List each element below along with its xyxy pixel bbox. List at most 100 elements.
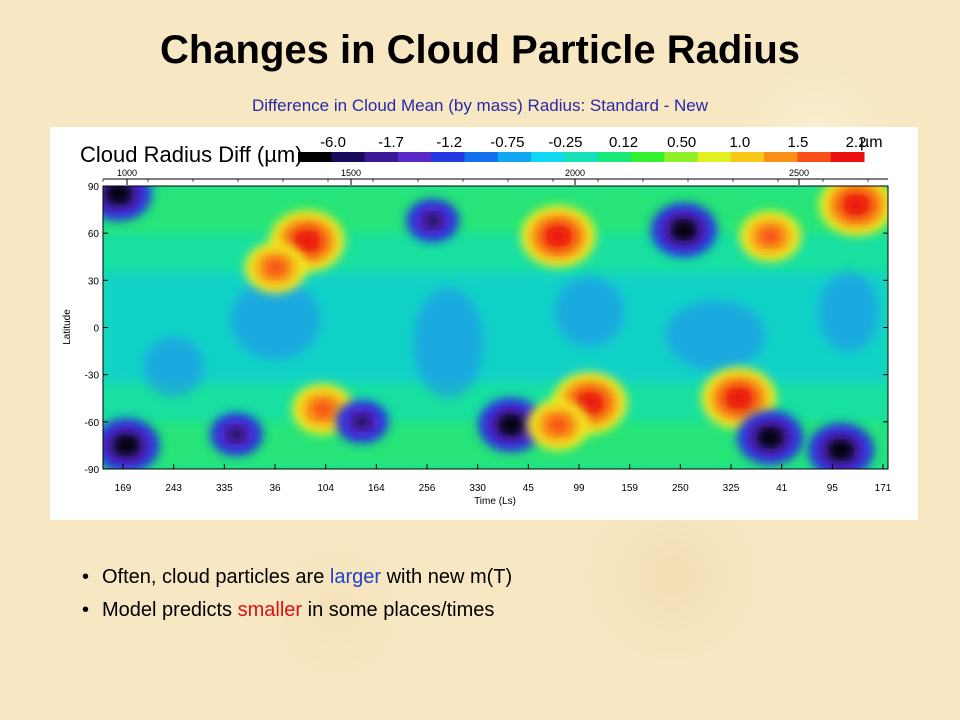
bullet-item-1: • Often, cloud particles are larger with … bbox=[82, 566, 513, 588]
slide-subtitle: Difference in Cloud Mean (by mass) Radiu… bbox=[251, 96, 709, 115]
y-tick-label: -90 bbox=[85, 465, 100, 476]
colorbar-swatch bbox=[298, 152, 332, 162]
x-tick-label: 330 bbox=[469, 483, 486, 494]
x-tick-label: 256 bbox=[419, 483, 436, 494]
x-axis: 169 243 335 36 104 164 256 330 45 99 159 250 325 41 95… bbox=[115, 464, 892, 494]
colorbar-label: 0.50 bbox=[667, 134, 696, 151]
positive-anomaly bbox=[549, 229, 568, 244]
colorbar-swatch bbox=[630, 152, 665, 162]
negative-anomaly bbox=[831, 442, 851, 459]
x-tick-label: 243 bbox=[165, 483, 182, 494]
colorbar-swatch bbox=[397, 152, 432, 162]
top-axis-label: 2500 bbox=[789, 168, 809, 178]
negative-anomaly bbox=[353, 414, 371, 430]
x-tick-label: 99 bbox=[573, 483, 585, 494]
colorbar-swatch bbox=[797, 152, 832, 162]
y-tick-label: -60 bbox=[85, 418, 100, 429]
negative-anomaly bbox=[423, 213, 442, 228]
field-cool-patch bbox=[230, 279, 321, 360]
negative-anomaly bbox=[227, 427, 246, 442]
bullet-dot: • bbox=[82, 566, 90, 588]
positive-anomaly bbox=[547, 415, 570, 434]
negative-anomaly bbox=[760, 429, 781, 446]
x-tick-label: 250 bbox=[672, 483, 689, 494]
negative-anomaly bbox=[116, 437, 137, 454]
colorbar-swatch bbox=[697, 152, 732, 162]
x-tick-label: 171 bbox=[875, 483, 892, 494]
colorbar-unit: µm bbox=[860, 134, 883, 151]
colorbar-labels: -6.0 -1.7 -1.2 -0.75 -0.25 0.12 0.50 1.0 1.5 2.2 bbox=[320, 134, 866, 151]
colorbar-label: 1.5 bbox=[787, 134, 808, 151]
positive-anomaly bbox=[847, 197, 866, 213]
negative-anomaly bbox=[108, 186, 129, 202]
bullet-item-2: • Model predicts smaller in some places/t… bbox=[82, 599, 495, 621]
positive-anomaly bbox=[580, 395, 599, 411]
field-cool-patch bbox=[665, 300, 766, 371]
colorbar-swatch bbox=[730, 152, 765, 162]
colorbar-swatch bbox=[331, 152, 366, 162]
field-cool-patch bbox=[818, 271, 879, 352]
y-tick-label: 0 bbox=[93, 324, 99, 335]
heatmap-figure: Cloud Radius Diff (µm) µm -6.0 -1.7 -1.2 -0… bbox=[50, 127, 918, 520]
heatmap-chart: -6.0 -1.7 -1.2 -0.75 -0.25 0.12 0.50 1.0 1.5 2.2 … bbox=[62, 134, 892, 507]
top-axis-label: 1500 bbox=[341, 168, 361, 178]
x-tick-label: 335 bbox=[216, 483, 233, 494]
colorbar-swatch bbox=[830, 152, 865, 162]
y-tick-label: 90 bbox=[88, 182, 100, 193]
x-tick-label: 45 bbox=[523, 483, 535, 494]
top-axis: 1000 1500 2000 2500 bbox=[102, 168, 888, 185]
colorbar-swatch bbox=[664, 152, 699, 162]
colorbar-swatch bbox=[431, 152, 465, 162]
x-tick-label: 159 bbox=[621, 483, 638, 494]
x-tick-label: 41 bbox=[776, 483, 788, 494]
bullet-list: • Often, cloud particles are larger with … bbox=[82, 566, 512, 632]
x-tick-label: 164 bbox=[368, 483, 385, 494]
field-cool-patch bbox=[413, 288, 484, 399]
negative-anomaly bbox=[501, 416, 522, 434]
colorbar-label: -0.25 bbox=[548, 134, 582, 151]
field-cool-patch bbox=[143, 336, 204, 397]
x-tick-label: 169 bbox=[115, 483, 132, 494]
colorbar-label: -6.0 bbox=[320, 134, 346, 151]
colorbar-swatch bbox=[564, 152, 599, 162]
colorbar-label: -1.7 bbox=[378, 134, 404, 151]
colorbar-swatch bbox=[531, 152, 565, 162]
colorbar-swatch bbox=[497, 152, 532, 162]
heatmap-field bbox=[103, 186, 888, 469]
x-axis-label: Time (Ls) bbox=[474, 496, 516, 507]
y-tick-label: 30 bbox=[88, 276, 100, 287]
positive-anomaly bbox=[311, 400, 334, 419]
positive-anomaly bbox=[730, 391, 748, 406]
colorbar-label: 2.2 bbox=[846, 134, 867, 151]
colorbar-label: -0.75 bbox=[490, 134, 524, 151]
field-band bbox=[103, 272, 888, 383]
colorbar-swatch bbox=[464, 152, 499, 162]
colorbar-swatch bbox=[364, 152, 399, 162]
positive-anomaly bbox=[759, 227, 782, 246]
y-axis-label: Latitude bbox=[62, 309, 73, 345]
colorbar-swatch bbox=[597, 152, 632, 162]
chart-title: Cloud Radius Diff (µm) bbox=[80, 142, 303, 167]
field-cool-patch bbox=[554, 276, 625, 347]
colorbar-label: -1.2 bbox=[436, 134, 462, 151]
colorbar bbox=[298, 152, 865, 162]
x-tick-label: 95 bbox=[827, 483, 839, 494]
x-tick-label: 36 bbox=[269, 483, 281, 494]
x-tick-label: 325 bbox=[723, 483, 740, 494]
colorbar-label: 0.12 bbox=[609, 134, 638, 151]
y-tick-label: 60 bbox=[88, 229, 100, 240]
slide-title: Changes in Cloud Particle Radius bbox=[159, 28, 801, 72]
colorbar-swatch bbox=[764, 152, 798, 162]
top-axis-label: 1000 bbox=[117, 168, 137, 178]
y-axis: 90 60 30 0 -30 -60 -90 bbox=[85, 182, 888, 476]
colorbar-label: 1.0 bbox=[729, 134, 750, 151]
negative-anomaly bbox=[674, 221, 694, 239]
top-axis-label: 2000 bbox=[565, 168, 585, 178]
positive-anomaly bbox=[298, 233, 316, 249]
y-tick-label: -30 bbox=[85, 371, 100, 382]
bullet-dot: • bbox=[82, 599, 90, 621]
highlight-larger: larger bbox=[329, 566, 382, 588]
highlight-smaller: smaller bbox=[237, 599, 303, 621]
positive-anomaly bbox=[264, 258, 287, 277]
x-tick-label: 104 bbox=[317, 483, 334, 494]
